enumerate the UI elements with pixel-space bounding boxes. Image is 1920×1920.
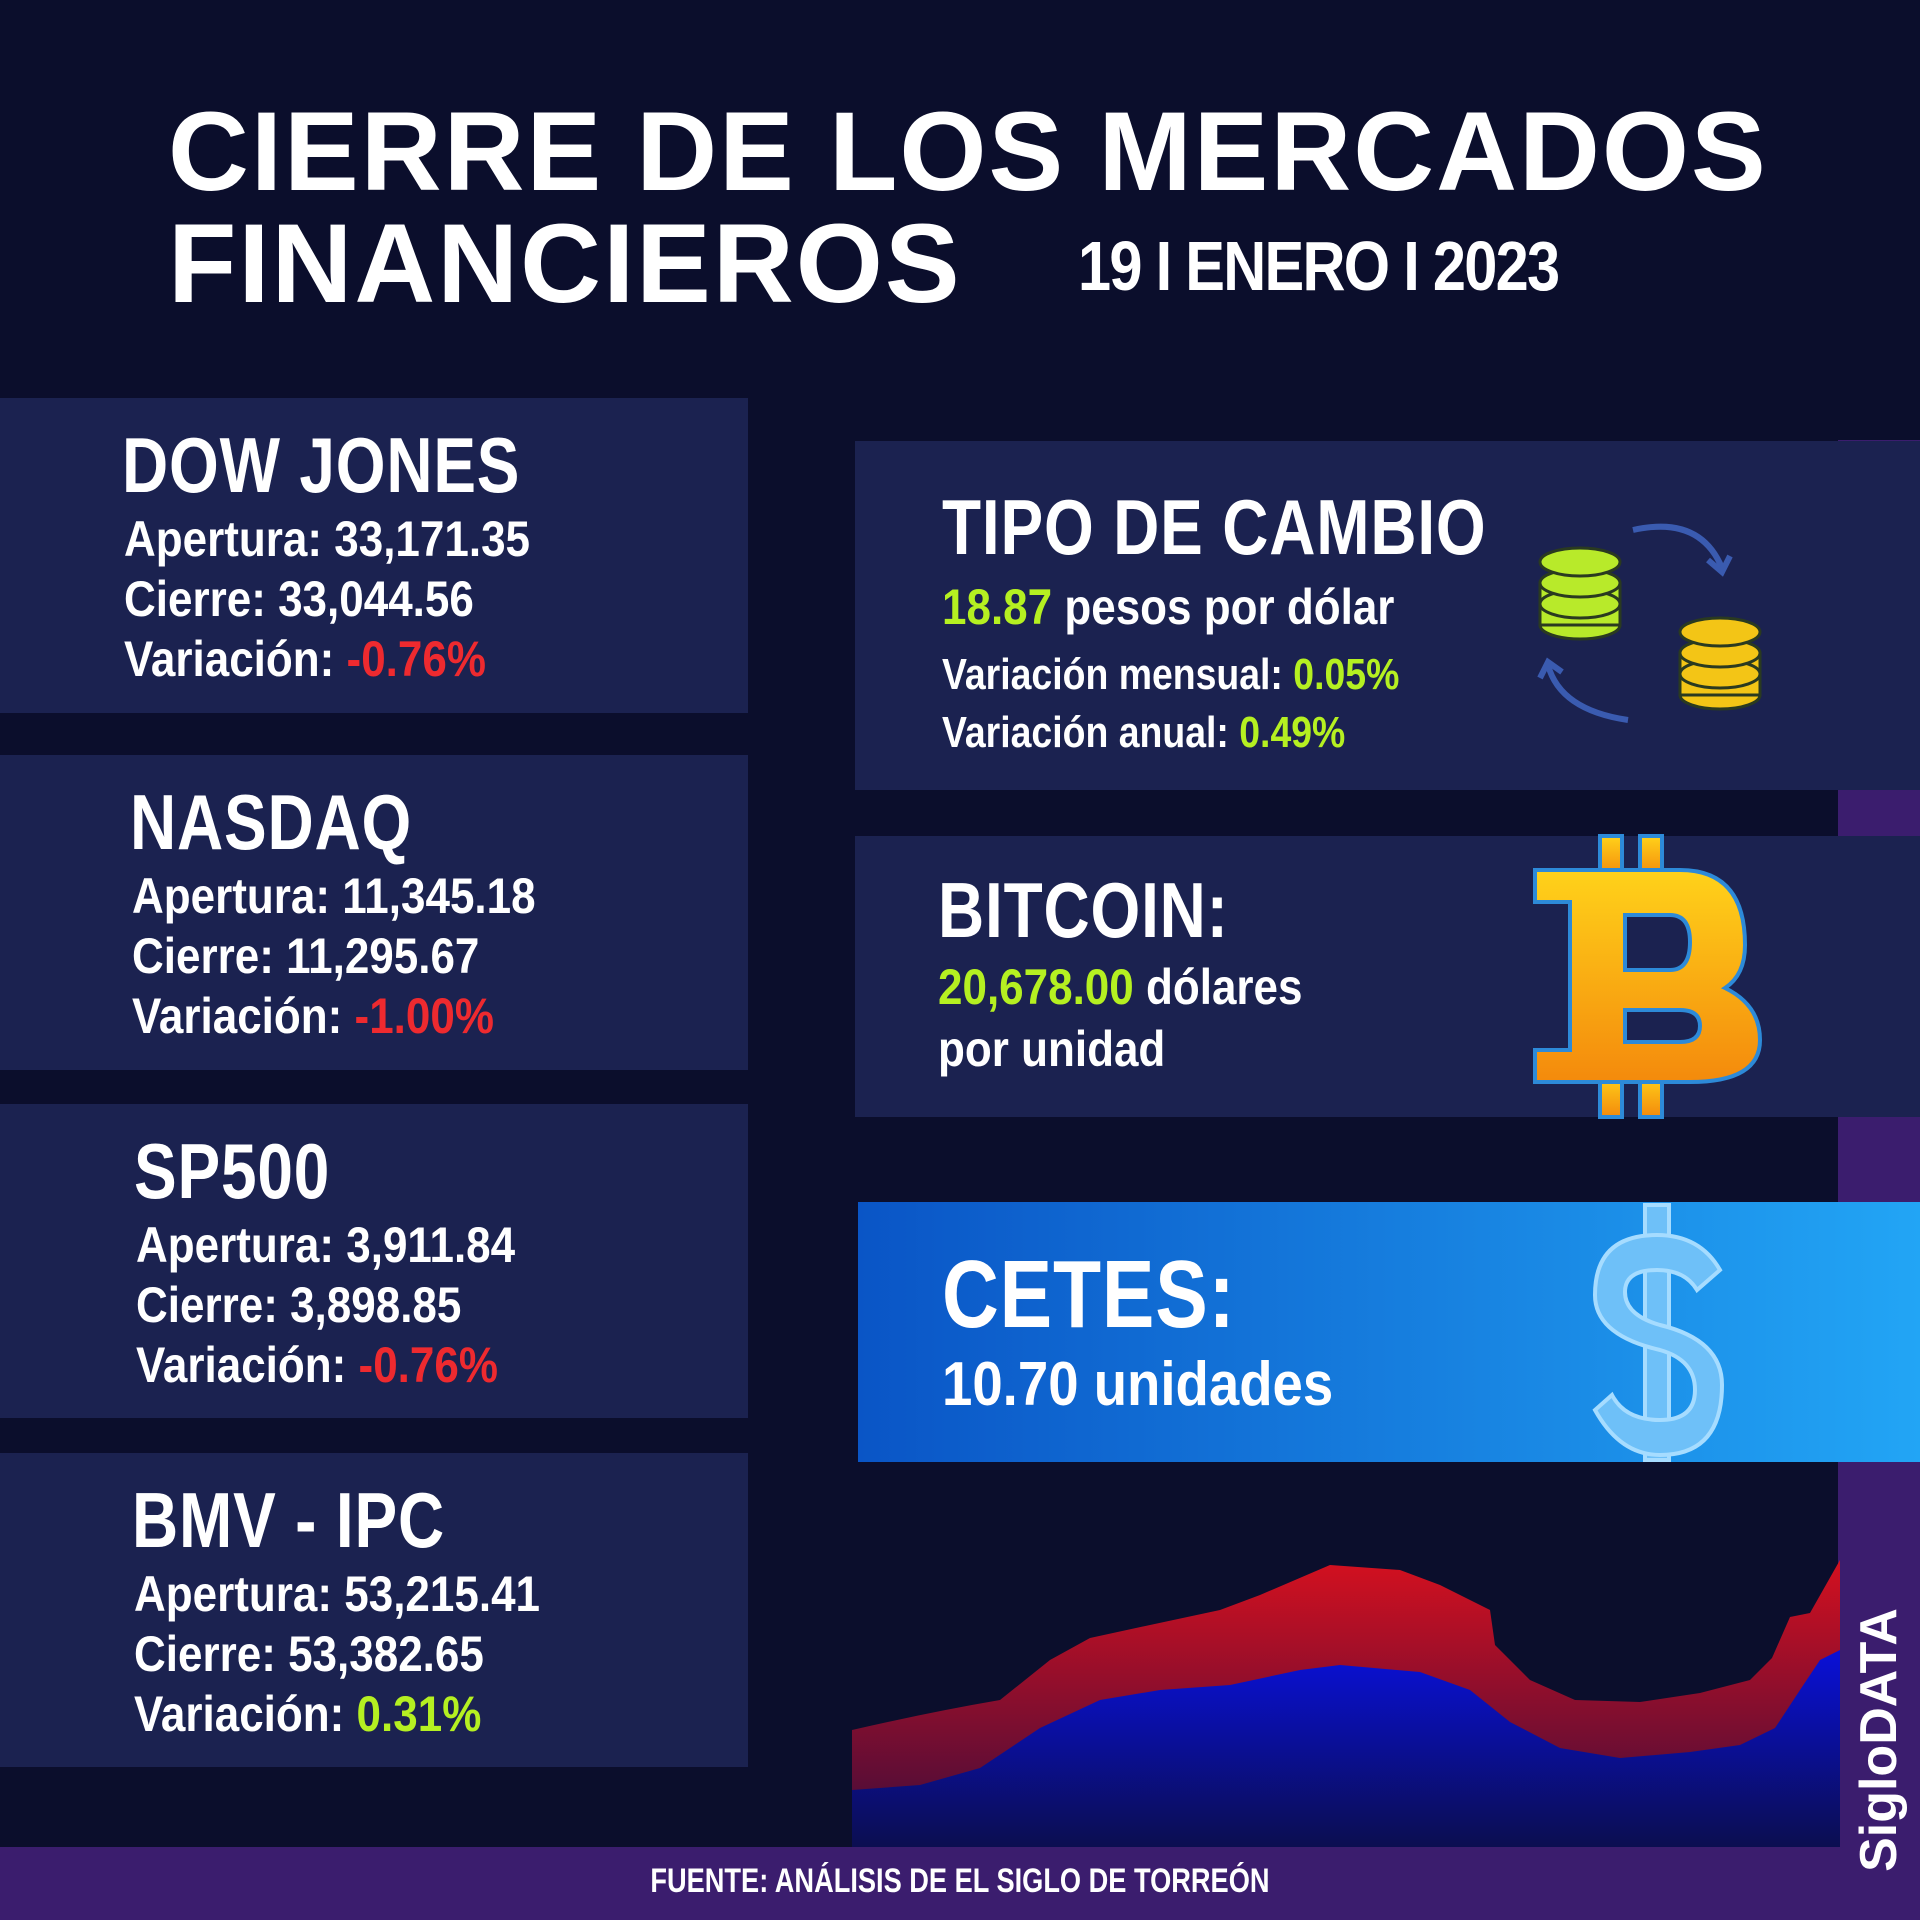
- decorative-area: [852, 1560, 1840, 1847]
- date: 19 I ENERO I 2023: [1078, 227, 1560, 305]
- bitcoin-unit-line: por unidad: [938, 1021, 1166, 1077]
- bitcoin-title: BITCOIN:: [938, 866, 1229, 954]
- row-value: 11,345.18: [342, 868, 536, 924]
- index-row: Cierre: 33,044.56: [124, 570, 474, 628]
- bitcoin-icon: [1533, 834, 1763, 1119]
- exchange-rate: 18.87: [942, 579, 1053, 635]
- row-value: 3,911.84: [346, 1217, 516, 1273]
- monthly-value: 0.05%: [1293, 650, 1400, 699]
- index-row: Variación: -0.76%: [124, 630, 486, 688]
- index-title: NASDAQ: [130, 778, 413, 866]
- cetes-title: CETES:: [942, 1241, 1236, 1348]
- row-label: Variación:: [136, 1337, 347, 1393]
- title-line: CIERRE DE LOS MERCADOS: [168, 89, 1768, 214]
- cetes-value: 10.70: [942, 1350, 1079, 1419]
- index-row: Apertura: 11,345.18: [132, 867, 536, 925]
- row-value: 11,295.67: [286, 928, 480, 984]
- row-value: 0.31%: [356, 1686, 482, 1742]
- row-value: 33,044.56: [278, 571, 474, 627]
- cetes-unit: unidades: [1093, 1350, 1334, 1419]
- panels: [0, 398, 1920, 1767]
- index-title: SP500: [134, 1127, 331, 1215]
- row-value: 53,215.41: [344, 1566, 541, 1622]
- title-line: FINANCIEROS: [168, 201, 962, 326]
- index-row: Variación: -0.76%: [136, 1336, 498, 1394]
- dollar-icon: [1592, 1203, 1725, 1462]
- row-label: Variación:: [132, 988, 343, 1044]
- index-row: Apertura: 53,215.41: [134, 1565, 540, 1623]
- monthly-label: Variación mensual:: [942, 650, 1283, 699]
- row-label: Apertura:: [136, 1217, 335, 1273]
- row-value: -0.76%: [346, 631, 486, 687]
- annual-label: Variación anual:: [942, 708, 1229, 757]
- exchange-title: TIPO DE CAMBIO: [942, 483, 1487, 571]
- brand: SigloDATA: [1849, 1608, 1909, 1872]
- row-label: Cierre:: [132, 928, 274, 984]
- row-label: Apertura:: [134, 1566, 333, 1622]
- row-value: 3,898.85: [290, 1277, 462, 1333]
- index-row: Cierre: 3,898.85: [136, 1276, 461, 1334]
- row-label: Variación:: [124, 631, 335, 687]
- row-value: 53,382.65: [288, 1626, 484, 1682]
- monthly-line: Variación mensual: 0.05%: [942, 646, 1399, 704]
- row-value: -1.00%: [354, 988, 494, 1044]
- annual-line: Variación anual: 0.49%: [942, 704, 1345, 762]
- row-label: Cierre:: [124, 571, 266, 627]
- bitcoin-line: 20,678.00 dólares: [938, 958, 1302, 1016]
- index-row: Apertura: 33,171.35: [124, 510, 530, 568]
- exchange-arrows: [1537, 523, 1733, 723]
- coins-icon: [1538, 546, 1762, 711]
- index-row: Cierre: 11,295.67: [132, 927, 479, 985]
- bitcoin-unit: dólares: [1145, 959, 1303, 1015]
- cetes-panel: [858, 1202, 1920, 1462]
- row-label: Variación:: [134, 1686, 345, 1742]
- exchange-unit: pesos por dólar: [1064, 579, 1395, 635]
- index-row: Variación: 0.31%: [134, 1685, 481, 1743]
- row-label: Cierre:: [136, 1277, 278, 1333]
- brand-text: SigloDATA: [1850, 1608, 1908, 1872]
- bottom-strip: [0, 1847, 1920, 1920]
- annual-value: 0.49%: [1239, 708, 1346, 757]
- row-value: -0.76%: [358, 1337, 498, 1393]
- index-row: Variación: -1.00%: [132, 987, 494, 1045]
- source: FUENTE: ANÁLISIS DE EL SIGLO DE TORREÓN: [0, 1862, 1920, 1901]
- bitcoin-value: 20,678.00: [938, 959, 1134, 1015]
- row-label: Apertura:: [132, 868, 331, 924]
- exchange-rate-line: 18.87 pesos por dólar: [942, 578, 1394, 636]
- row-value: 33,171.35: [334, 511, 531, 567]
- source-text: FUENTE: ANÁLISIS DE EL SIGLO DE TORREÓN: [650, 1862, 1270, 1900]
- index-title: DOW JONES: [122, 421, 521, 509]
- row-label: Cierre:: [134, 1626, 276, 1682]
- index-row: Cierre: 53,382.65: [134, 1625, 484, 1683]
- index-title: BMV - IPC: [132, 1476, 445, 1564]
- cetes-line: 10.70 unidades: [942, 1354, 1333, 1416]
- index-row: Apertura: 3,911.84: [136, 1216, 515, 1274]
- row-label: Apertura:: [124, 511, 323, 567]
